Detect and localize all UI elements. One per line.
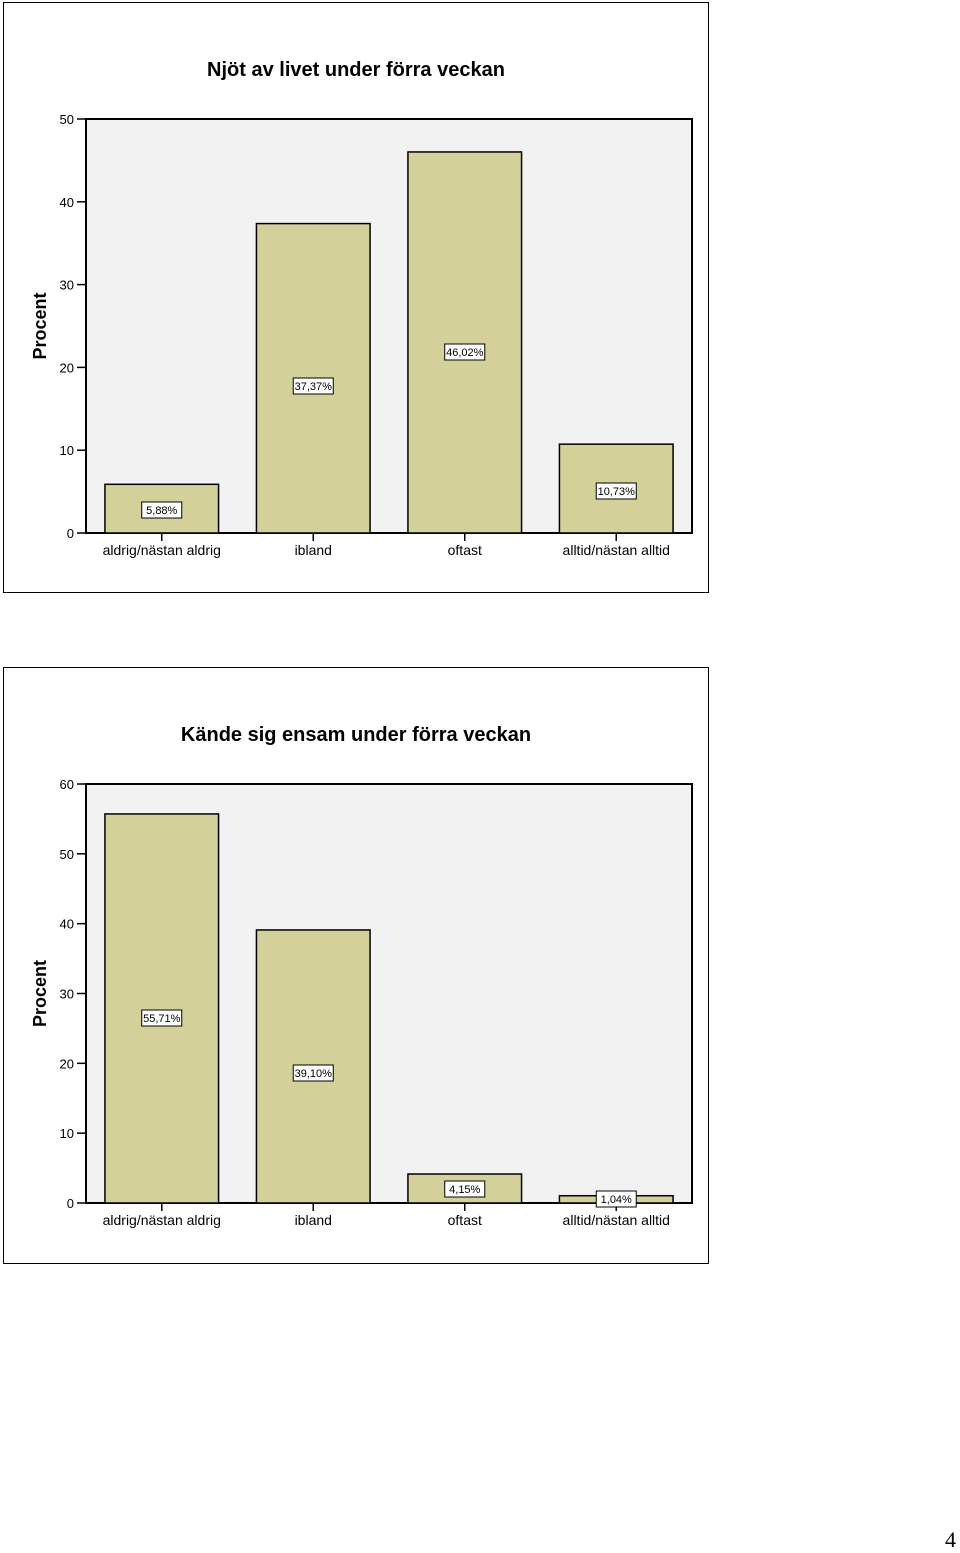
data-label: 39,10% — [295, 1068, 333, 1080]
data-label: 10,73% — [598, 486, 636, 498]
y-tick-label: 50 — [60, 112, 74, 127]
data-label: 46,02% — [446, 347, 484, 359]
y-tick-label: 30 — [60, 278, 74, 293]
x-tick-label: oftast — [448, 1212, 482, 1228]
x-tick-label: ibland — [295, 1212, 332, 1228]
x-tick-label: alltid/nästan alltid — [563, 542, 670, 558]
data-label: 55,71% — [143, 1013, 181, 1025]
chart-title: Njöt av livet under förra veckan — [207, 59, 505, 81]
chart-frame-felt-lonely: Kände sig ensam under förra veckan 0 10 20… — [3, 667, 709, 1264]
y-tick-label: 10 — [60, 443, 74, 458]
y-tick-label: 30 — [60, 987, 74, 1002]
data-label-box — [292, 377, 334, 395]
x-tick-label: aldrig/nästan aldrig — [103, 542, 221, 558]
y-tick-label: 0 — [67, 526, 74, 541]
data-label-box — [444, 1180, 486, 1198]
x-tick-label: alltid/nästan alltid — [563, 1212, 670, 1228]
data-label-box — [292, 1064, 334, 1082]
bar — [407, 151, 523, 534]
data-label: 5,88% — [146, 505, 177, 517]
data-label-box — [444, 343, 486, 361]
bar — [104, 813, 220, 1204]
data-label-box — [141, 1009, 183, 1027]
y-tick-label: 20 — [60, 360, 74, 375]
y-tick-label: 20 — [60, 1056, 74, 1071]
data-label-box — [595, 1190, 637, 1208]
y-tick-label: 10 — [60, 1126, 74, 1141]
chart-title: Kände sig ensam under förra veckan — [180, 724, 532, 746]
y-tick-label: 60 — [60, 777, 74, 792]
y-tick-label: 40 — [60, 917, 74, 932]
x-tick-label: ibland — [295, 542, 332, 558]
chart-svg-enjoyed-life: 0 10 20 30 40 50 Procent aldrig/nästan aldrig 5,… — [30, 112, 693, 558]
y-axis-title: Procent — [30, 292, 50, 359]
bar — [558, 443, 674, 534]
x-tick-label: oftast — [448, 542, 482, 558]
page-number: 4 — [945, 1527, 956, 1552]
chart-frame-enjoyed-life: Njöt av livet under förra veckan 0 10 20 30… — [3, 2, 709, 593]
y-axis-title: Procent — [30, 960, 50, 1027]
data-label-box — [595, 482, 637, 500]
y-tick-label: 50 — [60, 847, 74, 862]
data-label: 4,15% — [449, 1184, 480, 1196]
data-label: 1,04% — [601, 1194, 632, 1206]
data-label: 37,37% — [295, 381, 333, 393]
chart-svg-felt-lonely: 0 10 20 30 40 50 60 Procent aldrig/nästan aldrig… — [30, 777, 693, 1228]
x-tick-label: aldrig/nästan aldrig — [103, 1212, 221, 1228]
y-tick-label: 0 — [67, 1196, 74, 1211]
data-label-box — [141, 501, 183, 519]
y-tick-label: 40 — [60, 195, 74, 210]
